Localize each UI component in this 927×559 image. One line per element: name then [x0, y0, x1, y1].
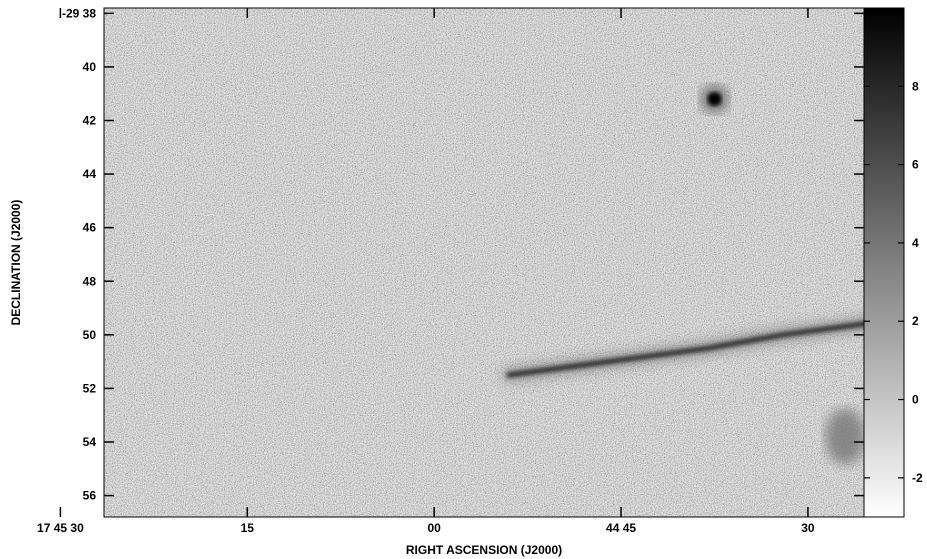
- map-features: [501, 85, 864, 465]
- y-tick-label-4: 46: [83, 221, 97, 235]
- x-tick-label-2: 00: [427, 521, 441, 535]
- map-plot-area: [104, 8, 864, 517]
- colorbar-tick-label-1: 0: [912, 393, 919, 407]
- x-tick-label-0: 17 45 30: [37, 521, 84, 535]
- colorbar-tick-label-2: 2: [912, 314, 919, 328]
- y-tick-label-9: 56: [83, 489, 97, 503]
- y-axis-ticks: -29 38 40 42 44 46 48 50 52 54 56: [62, 6, 864, 503]
- colorbar-frame: [863, 7, 905, 518]
- x-tick-label-4: 30: [801, 521, 815, 535]
- y-tick-label-2: 42: [83, 114, 97, 128]
- blob-lower-center: [825, 408, 864, 465]
- y-tick-label-7: 52: [83, 381, 97, 395]
- y-tick-label-6: 50: [83, 328, 97, 342]
- colorbar-tick-label-5: 8: [912, 79, 919, 93]
- y-tick-label-1: 40: [83, 60, 97, 74]
- colorbar-tick-label-0: -2: [912, 471, 923, 485]
- colorbar-tick-label-4: 6: [912, 158, 919, 172]
- y-tick-label-0: -29 38: [62, 6, 96, 20]
- y-tick-label-3: 44: [83, 167, 97, 181]
- y-axis-title: DECLINATION (J2000): [9, 200, 23, 326]
- compact-source: [707, 92, 722, 107]
- y-tick-label-8: 54: [83, 435, 97, 449]
- x-tick-label-3: 44 45: [606, 521, 636, 535]
- y-tick-label-5: 48: [83, 274, 97, 288]
- colorbar: [864, 8, 904, 517]
- x-tick-label-1: 15: [241, 521, 255, 535]
- colorbar-ticks: -2 0 2 4 6 8: [864, 79, 923, 485]
- map-noise-texture: [104, 8, 864, 517]
- filament: [506, 321, 864, 378]
- x-axis-title: RIGHT ASCENSION (J2000): [406, 543, 562, 557]
- colorbar-tick-label-3: 4: [912, 236, 919, 250]
